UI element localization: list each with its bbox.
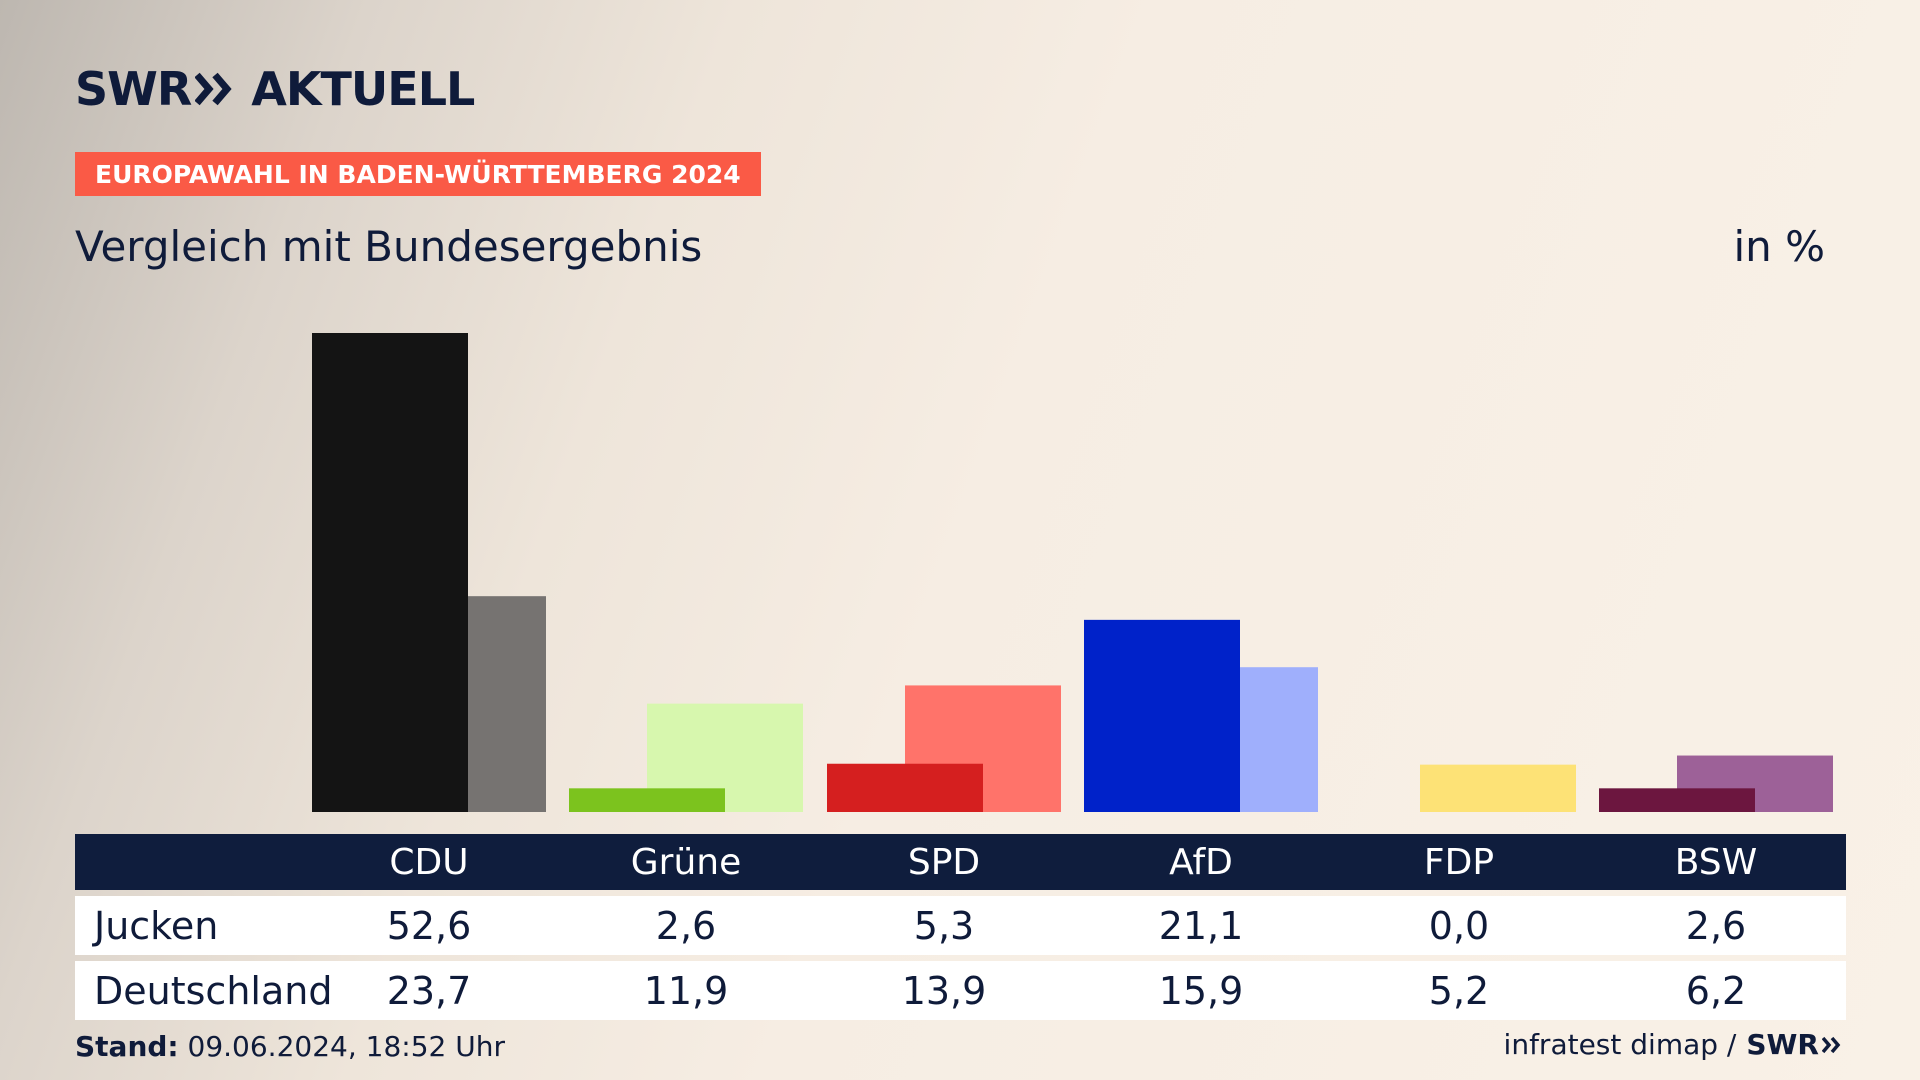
cell-deutschland-spd: 13,9 <box>901 968 987 1013</box>
cell-jucken-gruene: 2,6 <box>655 903 717 948</box>
cell-deutschland-cdu: 23,7 <box>386 968 472 1013</box>
bar-deutschland-fdp <box>1420 764 1576 812</box>
chart-subtitle: Vergleich mit Bundesergebnis <box>75 222 703 271</box>
bar-jucken-gruene <box>569 788 725 812</box>
unit-label: in % <box>1733 222 1825 271</box>
header-bsw: BSW <box>1674 841 1758 883</box>
row-label: Deutschland <box>94 968 333 1013</box>
cell-jucken-afd: 21,1 <box>1158 903 1244 948</box>
cell-deutschland-bsw: 6,2 <box>1685 968 1747 1013</box>
header-spd: SPD <box>907 841 981 883</box>
header-afd: AfD <box>1169 841 1233 883</box>
header-cdu: CDU <box>389 841 469 883</box>
stand-value: 09.06.2024, 18:52 Uhr <box>178 1030 505 1063</box>
stand-label: Stand: <box>75 1030 179 1063</box>
header-fdp: FDP <box>1423 841 1495 883</box>
bar-jucken-afd <box>1084 619 1240 812</box>
bar-jucken-bsw <box>1599 788 1755 812</box>
table-row-deutschland: Deutschland 23,7 11,9 13,9 15,9 5,2 6,2 <box>75 961 1846 1020</box>
results-table: CDU Grüne SPD AfD FDP BSW Jucken 52,6 2,6 5,3 21,… <box>75 834 1846 1020</box>
bar-chart <box>312 333 1833 812</box>
stand-info: Stand: 09.06.2024, 18:52 Uhr <box>75 1030 505 1063</box>
source-info: infratest dimap / SWR <box>1504 1028 1842 1061</box>
bar-jucken-spd <box>827 763 983 812</box>
source-swr-logo: SWR <box>1746 1028 1842 1061</box>
cell-jucken-fdp: 0,0 <box>1428 903 1490 948</box>
swr-aktuell-logo: SWR AKTUELL <box>75 62 475 116</box>
row-label: Jucken <box>94 903 219 948</box>
cell-deutschland-gruene: 11,9 <box>643 968 729 1013</box>
election-tag: EUROPAWAHL IN BADEN-WÜRTTEMBERG 2024 <box>75 152 761 196</box>
source-swr-text: SWR <box>1746 1028 1819 1061</box>
table-header: CDU Grüne SPD AfD FDP BSW <box>75 834 1846 890</box>
logo-swr: SWR <box>75 62 192 116</box>
header-gruene: Grüne <box>630 841 742 883</box>
cell-jucken-spd: 5,3 <box>913 903 975 948</box>
bar-jucken-cdu <box>312 333 468 812</box>
cell-jucken-bsw: 2,6 <box>1685 903 1747 948</box>
double-chevron-icon <box>195 72 232 106</box>
cell-jucken-cdu: 52,6 <box>386 903 472 948</box>
cell-deutschland-afd: 15,9 <box>1158 968 1244 1013</box>
table-row-jucken: Jucken 52,6 2,6 5,3 21,1 0,0 2,6 <box>75 896 1846 955</box>
small-double-chevron-icon <box>1822 1036 1841 1053</box>
source-text: infratest dimap / <box>1503 1028 1737 1061</box>
logo-aktuell: AKTUELL <box>251 62 475 116</box>
cell-deutschland-fdp: 5,2 <box>1428 968 1490 1013</box>
